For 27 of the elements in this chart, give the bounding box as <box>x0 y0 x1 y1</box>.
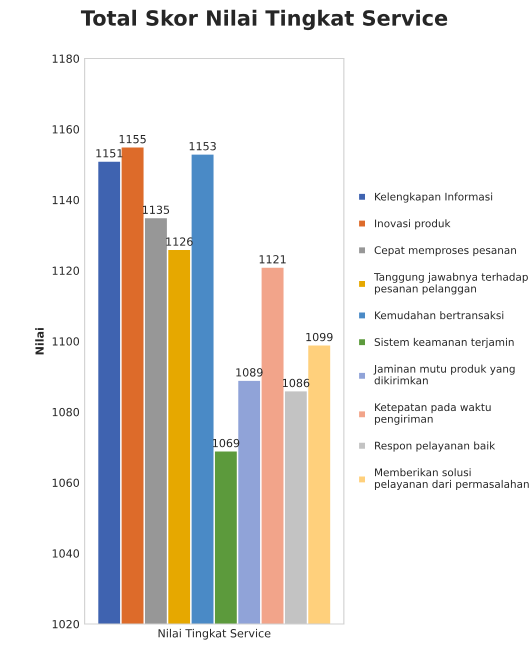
legend-label: Ketepatan pada waktu pengiriman <box>374 403 491 425</box>
legend-label: Kelengkapan Informasi <box>375 192 492 203</box>
data-label: 1153 <box>190 142 216 150</box>
y-tick-label: 1100 <box>52 337 80 346</box>
y-tick-label: 1020 <box>52 620 80 628</box>
data-label: 1099 <box>306 332 333 342</box>
y-tick-label: 1180 <box>52 54 80 63</box>
y-tick-label: 1120 <box>52 266 80 275</box>
x-tick-label: Nilai Tingkat Service <box>158 628 270 640</box>
legend-label: Sistem keamanan terjamin <box>374 338 514 348</box>
legend-label: Tanggung jawabnya terhadap pesanan pelanggan <box>374 272 528 295</box>
chart-title: Total Skor Nilai Tingkat Service <box>80 10 448 30</box>
legend-label: Respon pelayanan baik <box>375 441 496 452</box>
y-tick-label: 1080 <box>52 408 80 416</box>
y-tick-label: 1060 <box>52 478 80 488</box>
legend-label: Kemudahan bertransaksi <box>375 311 504 320</box>
y-axis-title: Nilai <box>35 328 44 354</box>
data-label: 1155 <box>120 135 146 144</box>
y-tick-label: 1040 <box>52 549 80 558</box>
legend-label: Cepat memproses pesanan <box>374 246 516 256</box>
data-label: 1121 <box>260 255 286 264</box>
data-label: 1089 <box>236 368 263 377</box>
legend-label: Inovasi produk <box>375 219 451 230</box>
y-tick-label: 1140 <box>52 196 80 204</box>
legend-label: Memberikan solusi pelayanan dari permasalahan <box>374 468 529 490</box>
legend-label: Jaminan mutu produk yang dikirimkan <box>373 364 515 384</box>
y-tick-label: 1160 <box>52 125 80 134</box>
